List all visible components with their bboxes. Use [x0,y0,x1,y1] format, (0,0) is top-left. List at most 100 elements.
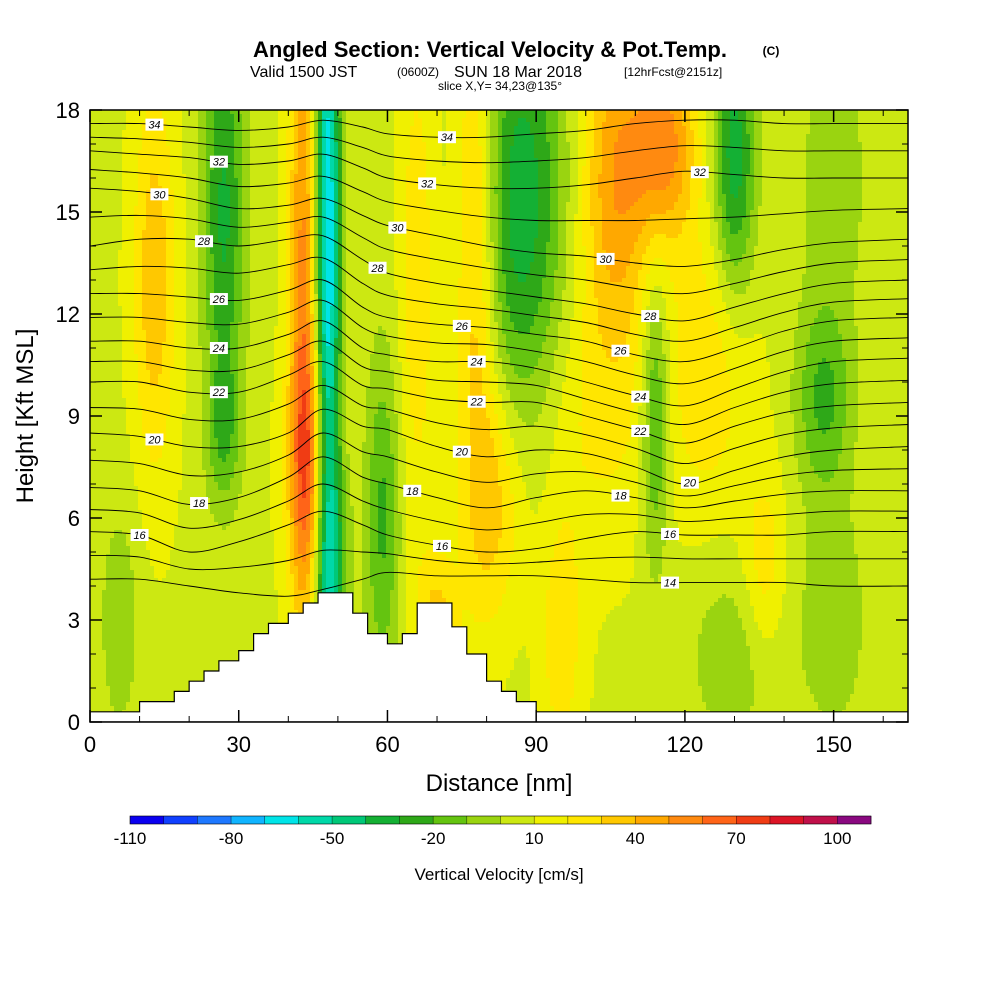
velocity-cell [810,122,815,127]
velocity-cell [194,130,199,135]
velocity-cell [714,130,719,135]
velocity-cell [866,130,871,135]
velocity-cell [110,122,115,127]
velocity-cell [170,126,175,131]
velocity-cell [286,118,291,123]
velocity-cell [634,118,639,123]
velocity-cell [766,126,771,131]
velocity-cell [618,114,623,119]
velocity-cell [682,122,687,127]
velocity-cell [134,130,139,135]
velocity-cell [126,114,131,119]
velocity-cell [374,114,379,119]
velocity-cell [714,126,719,131]
velocity-cell [586,122,591,127]
velocity-cell [690,122,695,127]
velocity-cell [426,134,431,139]
velocity-cell [822,118,827,123]
velocity-cell [330,118,335,123]
velocity-cell [550,134,555,139]
velocity-cell [394,130,399,135]
velocity-cell [774,118,779,123]
velocity-cell [382,118,387,123]
velocity-cell [770,126,775,131]
velocity-cell [334,134,339,139]
velocity-cell [646,126,651,131]
velocity-cell [630,130,635,135]
velocity-cell [422,130,427,135]
velocity-cell [802,118,807,123]
velocity-cell [530,126,535,131]
velocity-cell [386,118,391,123]
velocity-cell [406,130,411,135]
velocity-cell [870,122,875,127]
velocity-cell [678,122,683,127]
velocity-cell [762,126,767,131]
velocity-cell [754,122,759,127]
velocity-cell [422,114,427,119]
velocity-cell [882,130,887,135]
velocity-cell [670,114,675,119]
velocity-cell [394,114,399,119]
velocity-cell [758,126,763,131]
velocity-cell [650,122,655,127]
velocity-cell [362,130,367,135]
velocity-cell [98,138,103,143]
velocity-cell [658,130,663,135]
velocity-cell [846,134,851,139]
velocity-cell [730,122,735,127]
velocity-cell [902,122,907,127]
velocity-cell [566,118,571,123]
velocity-cell [702,134,707,139]
velocity-cell [342,130,347,135]
velocity-cell [154,114,159,119]
velocity-cell [678,134,683,139]
velocity-cell [822,134,827,139]
velocity-cell [502,114,507,119]
velocity-cell [842,122,847,127]
velocity-cell [762,134,767,139]
velocity-cell [294,114,299,119]
velocity-cell [802,114,807,119]
velocity-cell [602,130,607,135]
velocity-cell [554,114,559,119]
velocity-cell [666,118,671,123]
velocity-cell [430,114,435,119]
velocity-cell [202,118,207,123]
velocity-cell [658,126,663,131]
velocity-cell [718,134,723,139]
velocity-cell [694,134,699,139]
velocity-cell [770,118,775,123]
velocity-cell [706,134,711,139]
velocity-cell [434,118,439,123]
velocity-cell [426,130,431,135]
velocity-cell [862,134,867,139]
velocity-cell [490,118,495,123]
velocity-cell [778,118,783,123]
velocity-cell [170,134,175,139]
velocity-cell [694,122,699,127]
velocity-cell [286,134,291,139]
velocity-cell [394,118,399,123]
velocity-cell [270,122,275,127]
velocity-cell [802,130,807,135]
valid-time-utc: (0600Z) [397,65,439,79]
velocity-cell [670,134,675,139]
velocity-cell [878,122,883,127]
velocity-cell [846,126,851,131]
velocity-cell [618,118,623,123]
velocity-cell [186,122,191,127]
velocity-cell [354,130,359,135]
velocity-cell [338,114,343,119]
velocity-cell [546,134,551,139]
velocity-cell [362,122,367,127]
velocity-cell [366,118,371,123]
velocity-cell [698,114,703,119]
velocity-cell [458,130,463,135]
velocity-cell [894,114,899,119]
velocity-cell [602,114,607,119]
velocity-cell [842,126,847,131]
velocity-cell [778,126,783,131]
velocity-cell [274,134,279,139]
velocity-cell [130,130,135,135]
